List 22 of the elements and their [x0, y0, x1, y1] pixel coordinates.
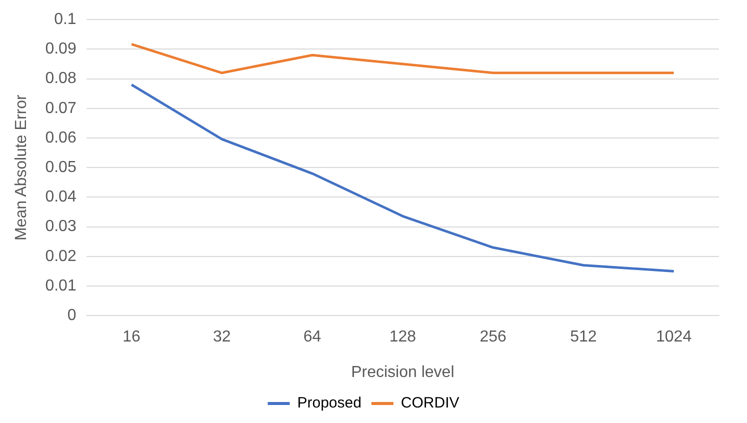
y-tick-label: 0.01 — [45, 277, 76, 294]
y-tick-label: 0.04 — [45, 188, 76, 206]
x-axis-title: Precision level — [351, 364, 454, 381]
y-tick-label: 0.09 — [45, 40, 76, 58]
x-tick-label: 32 — [213, 328, 231, 346]
x-tick-label: 64 — [303, 328, 322, 346]
y-tick-label: 0.07 — [45, 100, 76, 117]
y-tick-label: 0.03 — [45, 218, 76, 236]
x-tick-label: 128 — [389, 328, 416, 346]
y-tick-label: 0.06 — [45, 129, 76, 146]
x-tick-label: 16 — [122, 328, 141, 346]
y-tick-label: 0.08 — [45, 70, 76, 88]
y-axis-title: Mean Absolute Error — [13, 94, 30, 241]
y-tick-label: 0.05 — [45, 159, 76, 176]
y-tick-label: 0.02 — [45, 248, 76, 265]
y-tick-label: 0 — [67, 307, 76, 324]
legend-label: Proposed — [297, 394, 362, 412]
x-tick-label: 1024 — [656, 328, 692, 346]
x-tick-label: 256 — [480, 328, 506, 346]
y-tick-label: 0.1 — [54, 11, 76, 28]
legend-label: CORDIV — [400, 394, 460, 412]
x-tick-label: 512 — [570, 328, 597, 346]
